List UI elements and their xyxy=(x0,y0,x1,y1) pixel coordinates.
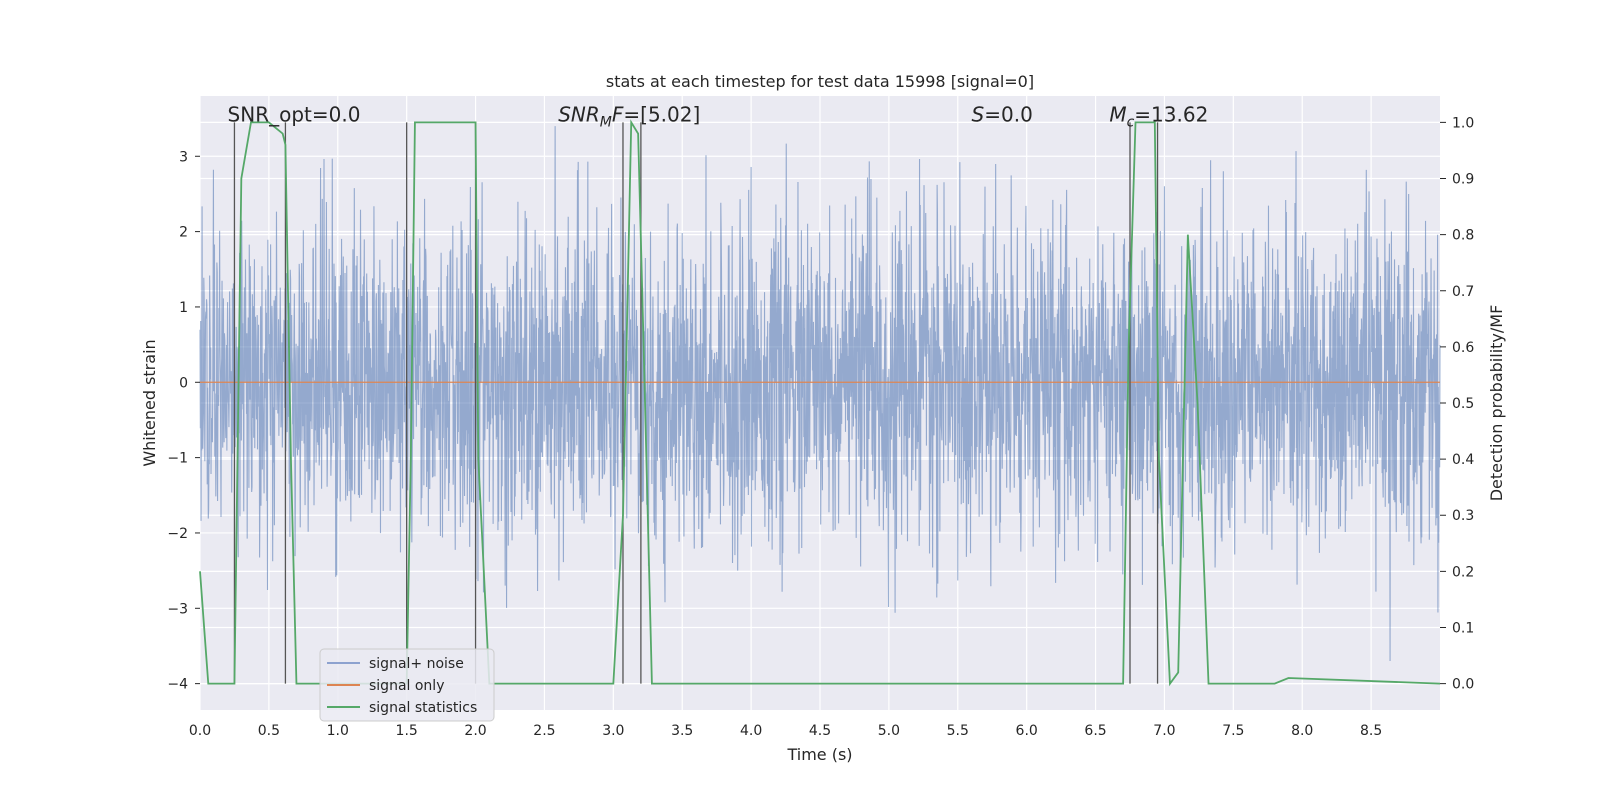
y2-axis-label: Detection probability/MF xyxy=(1487,305,1506,502)
legend: signal+ noise signal only signal statist… xyxy=(319,648,495,722)
y2-tick-label: 0.7 xyxy=(1452,284,1474,300)
x-tick-label: 0.0 xyxy=(189,723,211,739)
x-tick-label: 2.0 xyxy=(464,723,486,739)
y2-tick-label: 0.1 xyxy=(1452,620,1474,636)
x-tick-label: 3.5 xyxy=(671,723,693,739)
annotation-label: SNR_opt=0.0 xyxy=(228,102,361,126)
annotations: SNR_opt=0.0 SNRMF=[5.02] S=0.0 Mc=13.62 xyxy=(228,102,1209,130)
x-tick-label: 0.5 xyxy=(258,723,280,739)
x-axis-ticks: 0.0 0.5 1.0 1.5 2.0 2.5 3.0 3.5 4.0 4.5 5.0 5.5 6.0 6… xyxy=(189,723,1382,739)
y2-tick-label: 1.0 xyxy=(1452,115,1474,131)
x-tick-label: 3.0 xyxy=(602,723,624,739)
signal-statistics-series xyxy=(199,119,1441,687)
x-tick-label: 5.0 xyxy=(878,723,900,739)
y-tick-label: −1 xyxy=(167,451,188,467)
legend-label-signal-only: signal only xyxy=(369,678,444,694)
y2-tick-label: 0.3 xyxy=(1452,508,1474,524)
legend-label-signal-noise: signal+ noise xyxy=(369,656,464,672)
annotation-label: SNRMF=[5.02] xyxy=(558,102,700,130)
y-tick-label: 1 xyxy=(179,300,188,316)
chart-title: stats at each timestep for test data 159… xyxy=(606,72,1034,91)
legend-box xyxy=(319,648,495,722)
x-tick-label: 7.5 xyxy=(1222,723,1244,739)
x-axis-label: Time (s) xyxy=(786,745,852,764)
y2-tick-label: 0.6 xyxy=(1452,340,1474,356)
x-tick-label: 1.5 xyxy=(396,723,418,739)
annotation-label: S=0.0 xyxy=(972,102,1033,126)
y2-tick-label: 0.5 xyxy=(1452,396,1474,412)
x-tick-label: 6.5 xyxy=(1084,723,1106,739)
y2-tick-label: 0.0 xyxy=(1452,677,1474,693)
y2-tick-label: 0.9 xyxy=(1452,172,1474,188)
y-tick-label: −3 xyxy=(167,601,188,617)
x-tick-label: 4.0 xyxy=(740,723,762,739)
y-tick-label: 2 xyxy=(179,225,188,241)
x-tick-label: 4.5 xyxy=(809,723,831,739)
legend-label-signal-statistics: signal statistics xyxy=(369,700,477,716)
y-tick-label: −4 xyxy=(167,677,188,693)
x-tick-label: 8.5 xyxy=(1360,723,1382,739)
x-tick-label: 8.0 xyxy=(1291,723,1313,739)
annotation-label: Mc=13.62 xyxy=(1109,102,1208,130)
y2-tick-label: 0.4 xyxy=(1452,452,1474,468)
y-tick-label: 0 xyxy=(179,375,188,391)
x-tick-label: 6.0 xyxy=(1016,723,1038,739)
y2-tick-label: 0.8 xyxy=(1452,228,1474,244)
y-axis-ticks: −4 −3 −2 −1 0 1 2 3 xyxy=(167,149,200,693)
y-axis-label: Whitened strain xyxy=(140,339,159,466)
y2-tick-label: 0.2 xyxy=(1452,564,1474,580)
y2-axis-ticks: 0.0 0.1 0.2 0.3 0.4 0.5 0.6 0.7 0.8 0.9 1.0 xyxy=(1440,115,1474,693)
x-tick-label: 1.0 xyxy=(327,723,349,739)
y-tick-label: 3 xyxy=(179,149,188,165)
x-tick-label: 7.0 xyxy=(1153,723,1175,739)
x-tick-label: 2.5 xyxy=(533,723,555,739)
y-tick-label: −2 xyxy=(167,526,188,542)
x-tick-label: 5.5 xyxy=(947,723,969,739)
